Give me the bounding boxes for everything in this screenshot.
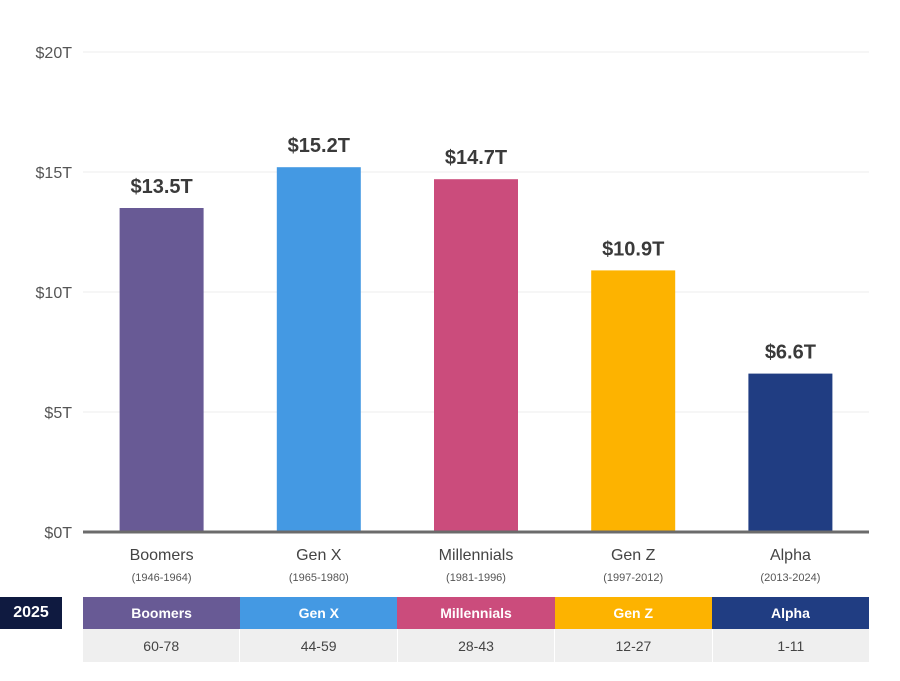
x-axis-category-labels: Boomers (1946-1964) Gen X (1965-1980) Millen… xyxy=(130,547,821,584)
age-range-gen-z: 12-27 xyxy=(555,629,713,662)
y-tick-label: $5T xyxy=(44,405,72,422)
age-range-millennials: 28-43 xyxy=(398,629,556,662)
y-tick-label: $20T xyxy=(36,45,73,62)
bar xyxy=(276,167,361,532)
bars xyxy=(119,167,833,532)
bar xyxy=(591,270,676,532)
y-tick-label: $0T xyxy=(44,525,72,542)
category-label: Millennials xyxy=(439,547,514,564)
data-label: $13.5T xyxy=(130,176,192,198)
age-table-header: Boomers Gen X Millennials Gen Z Alpha xyxy=(83,597,870,629)
category-years-label: (2013-2024) xyxy=(760,572,820,584)
data-label: $10.9T xyxy=(602,238,664,260)
bar xyxy=(119,208,204,532)
category-years-label: (1946-1964) xyxy=(132,572,192,584)
age-table-header-millennials: Millennials xyxy=(397,597,555,629)
data-label: $6.6T xyxy=(765,342,816,364)
category-label: Alpha xyxy=(770,547,811,564)
age-range-alpha: 1-11 xyxy=(777,637,805,654)
bar xyxy=(434,179,518,532)
category-years-label: (1997-2012) xyxy=(603,572,663,584)
age-table-header-boomers: Boomers xyxy=(83,597,241,629)
bar-chart: $0T $5T $10T $15T $20T $13.5T $15.2T $14.7T $10… xyxy=(36,45,869,584)
data-label: $15.2T xyxy=(288,135,350,157)
age-table-header-gen-z: Gen Z xyxy=(554,597,712,629)
category-label: Boomers xyxy=(130,547,194,564)
category-label: Gen X xyxy=(296,547,342,564)
data-labels: $13.5T $15.2T $14.7T $10.9T $6.6T xyxy=(130,135,816,363)
category-years-label: (1965-1980) xyxy=(289,572,349,584)
y-tick-label: $10T xyxy=(36,285,73,302)
age-range-gen-x: 44-59 xyxy=(240,629,398,662)
data-label: $14.7T xyxy=(445,147,507,169)
category-label: Gen Z xyxy=(611,547,656,564)
y-tick-label: $15T xyxy=(36,165,73,182)
bar xyxy=(748,373,833,532)
year-badge: 2025 xyxy=(0,597,62,629)
age-table-header-alpha: Alpha xyxy=(711,597,870,629)
age-table-header-gen-x: Gen X xyxy=(240,597,398,629)
age-range-boomers: 60-78 xyxy=(83,629,241,662)
age-table-values: 60-78 44-59 28-43 12-27 1-11 xyxy=(83,629,869,662)
age-table: Boomers Gen X Millennials Gen Z Alpha 60… xyxy=(83,597,870,662)
y-axis-tick-labels: $0T $5T $10T $15T $20T xyxy=(36,45,73,542)
category-years-label: (1981-1996) xyxy=(446,572,506,584)
